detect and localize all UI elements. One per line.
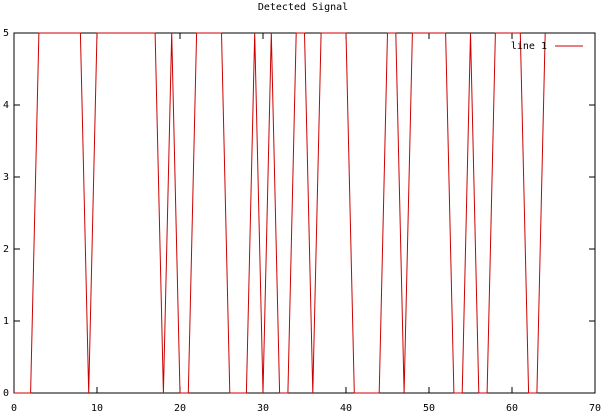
- chart-title: Detected Signal: [258, 2, 348, 13]
- x-tick-label: 10: [91, 403, 103, 414]
- x-tick-label: 30: [257, 403, 269, 414]
- x-tick-label: 70: [589, 403, 601, 414]
- x-tick-label: 20: [174, 403, 186, 414]
- x-tick-label: 40: [340, 403, 352, 414]
- plot-border: [13, 32, 596, 394]
- legend-label: line 1: [511, 41, 547, 52]
- line-series: [14, 32, 546, 394]
- x-tick-label: 50: [423, 403, 435, 414]
- y-tick-label: 4: [3, 100, 9, 111]
- x-tick-label: 0: [11, 403, 17, 414]
- y-tick-label: 2: [3, 244, 9, 255]
- y-tick-label: 0: [3, 388, 9, 399]
- x-tick-label: 60: [506, 403, 518, 414]
- y-tick-label: 3: [3, 172, 9, 183]
- y-tick-label: 1: [3, 316, 9, 327]
- y-tick-label: 5: [3, 28, 9, 39]
